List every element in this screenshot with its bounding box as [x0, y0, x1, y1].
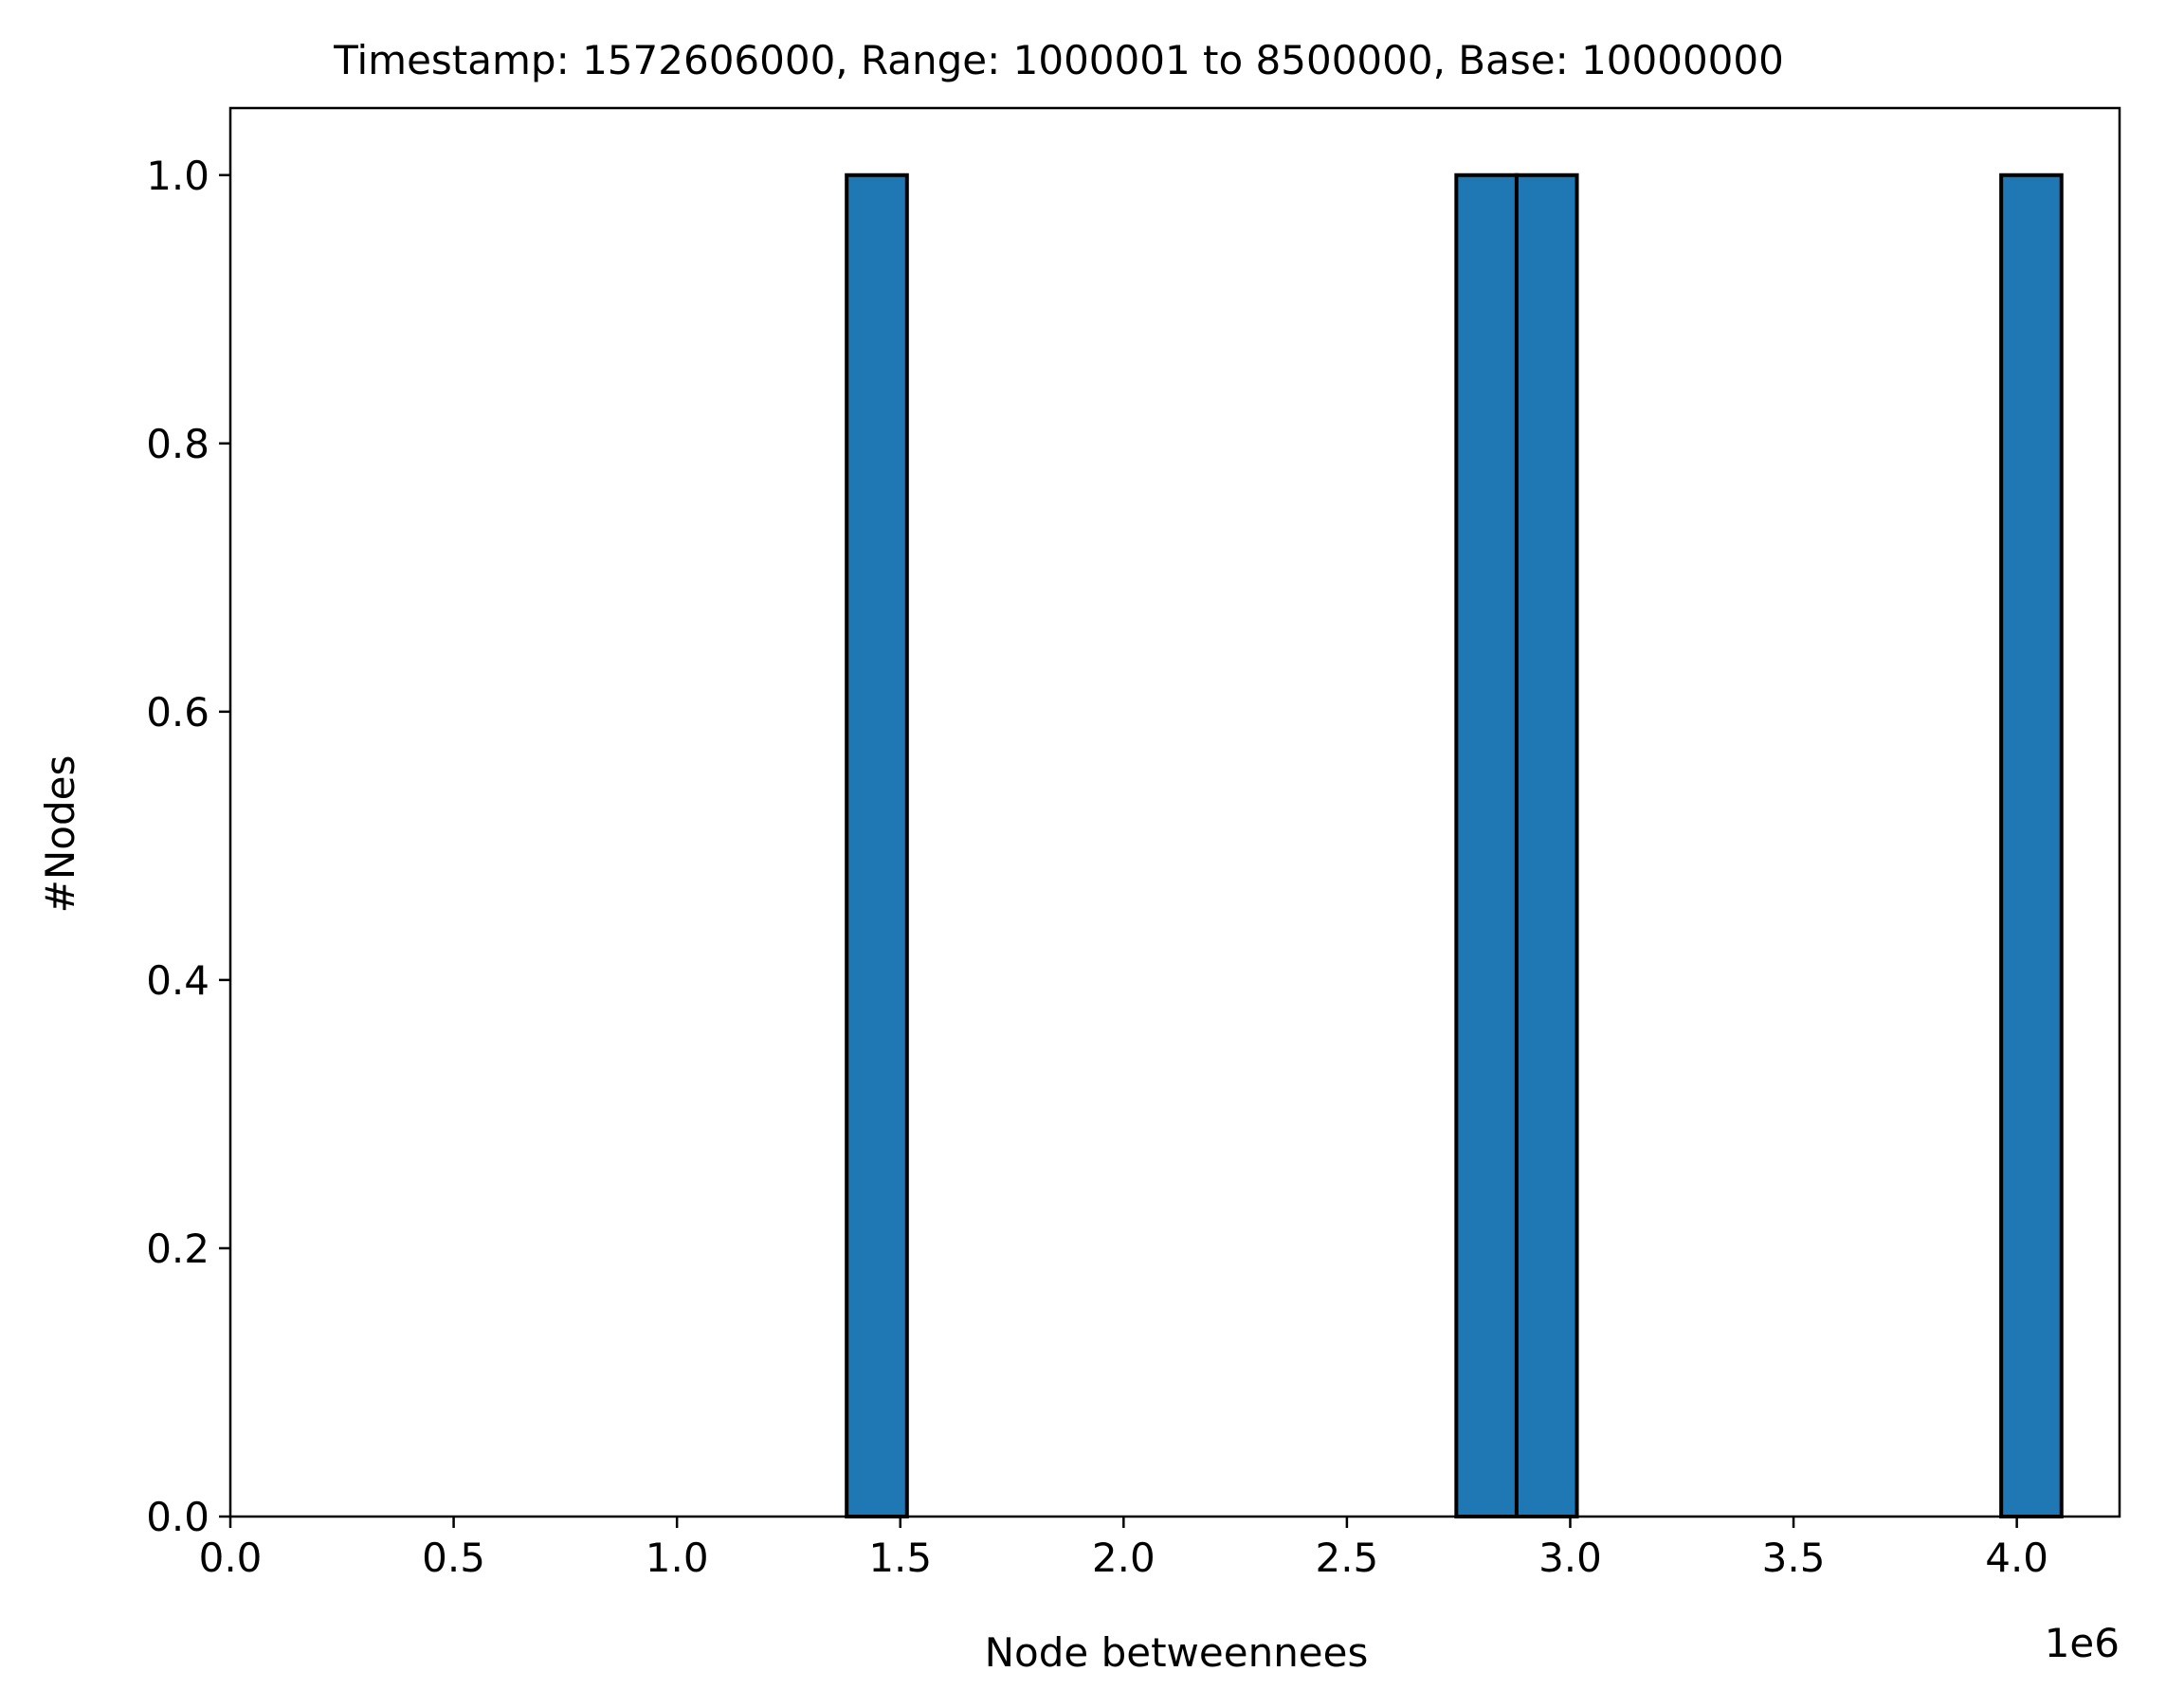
y-tick-label: 0.2 [146, 1226, 209, 1272]
y-tick-label: 0.4 [146, 957, 209, 1004]
chart-title: Timestamp: 1572606000, Range: 1000001 to… [333, 37, 1784, 83]
x-tick-label: 2.0 [1092, 1535, 1156, 1581]
y-tick-label: 1.0 [146, 153, 209, 199]
y-tick-label: 0.8 [146, 421, 209, 467]
x-tick-label: 0.5 [422, 1535, 485, 1581]
x-tick-label: 3.5 [1762, 1535, 1826, 1581]
x-axis-offset-label: 1e6 [2045, 1620, 2120, 1666]
x-tick-label: 1.5 [868, 1535, 932, 1581]
ticks-layer: 0.0 0.5 1.0 1.5 2.0 2.5 3.0 3.5 4.0 0.0 0.2 0.4 0.6 0… [146, 153, 2048, 1581]
histogram-bar-3 [1514, 173, 1579, 1518]
bars-layer [845, 173, 2064, 1518]
x-tick-label: 2.5 [1315, 1535, 1378, 1581]
y-axis-label: #Nodes [37, 755, 83, 914]
histogram-bar-2 [1454, 173, 1519, 1518]
axes-layer [228, 106, 2121, 1518]
histogram-bar-1 [845, 173, 909, 1518]
x-tick-label: 0.0 [199, 1535, 263, 1581]
x-tick-label: 4.0 [1985, 1535, 2048, 1581]
plot-frame [228, 106, 2121, 1518]
y-tick-label: 0.0 [146, 1494, 209, 1540]
x-axis-label: Node betweennees [985, 1629, 1369, 1676]
histogram-bar-4 [1999, 173, 2064, 1518]
x-tick-label: 1.0 [646, 1535, 709, 1581]
y-tick-label: 0.6 [146, 689, 209, 736]
x-tick-label: 3.0 [1538, 1535, 1602, 1581]
